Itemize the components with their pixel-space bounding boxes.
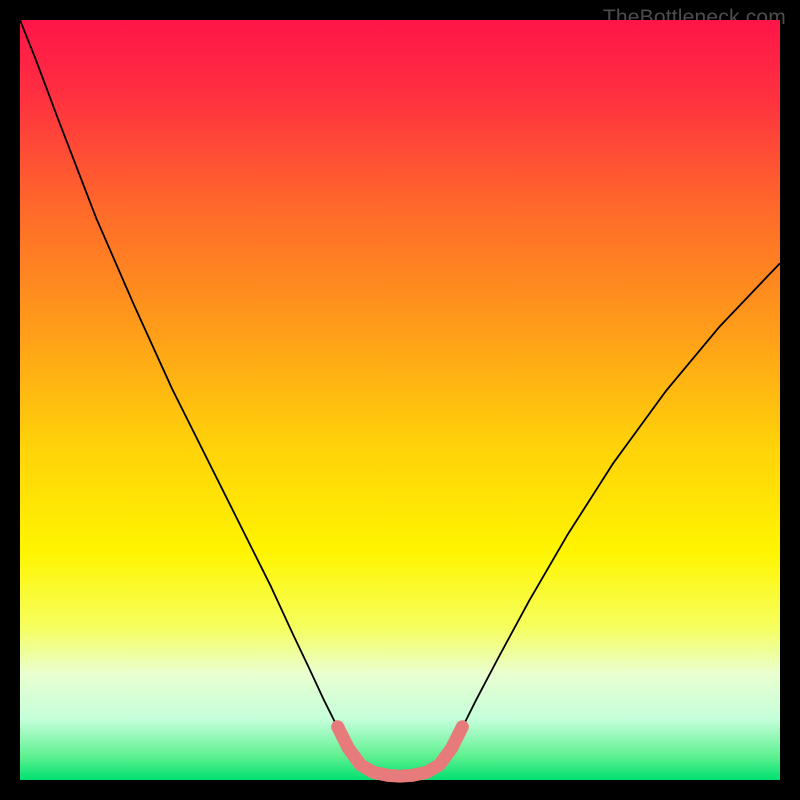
chart-frame: TheBottleneck.com xyxy=(0,0,800,800)
plot-background xyxy=(20,20,780,780)
bottleneck-chart xyxy=(0,0,800,800)
